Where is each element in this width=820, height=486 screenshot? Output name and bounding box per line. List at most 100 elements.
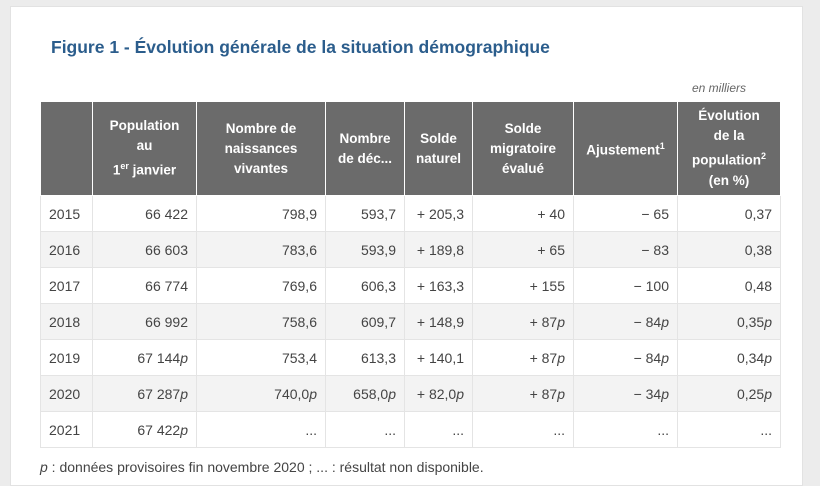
value-cell: + 205,3 xyxy=(404,195,473,232)
table-row: 2017 66 774 769,6 606,3 + 163,3 + 155 − 100 0,4… xyxy=(40,267,781,304)
header-text: naissances xyxy=(224,140,298,156)
cell-text: 67 422 xyxy=(137,421,181,438)
cell-text: + 155 xyxy=(529,277,565,294)
value-cell: 67 287p xyxy=(92,375,197,412)
value-cell: 66 422 xyxy=(92,195,197,232)
cell-text: 593,7 xyxy=(360,205,396,222)
value-cell: 593,9 xyxy=(325,231,405,268)
value-cell: + 163,3 xyxy=(404,267,473,304)
header-cell: Nombre de déc... xyxy=(325,101,405,196)
value-cell: 783,6 xyxy=(196,231,326,268)
cell-text: 67 144 xyxy=(137,349,181,366)
value-cell: 609,7 xyxy=(325,303,405,340)
value-cell: 593,7 xyxy=(325,195,405,232)
data-table: Population au 1er janvier Nombre de naissanc… xyxy=(40,101,781,448)
cell-text: 2017 xyxy=(49,277,81,294)
value-cell: + 87p xyxy=(472,375,574,412)
header-line: Solde xyxy=(477,119,569,139)
value-cell: + 82,0p xyxy=(404,375,473,412)
value-cell: + 140,1 xyxy=(404,339,473,376)
cell-text: 798,9 xyxy=(281,205,317,222)
header-sup: 1 xyxy=(659,141,665,152)
header-line: naissances xyxy=(201,139,321,159)
year-cell: 2020 xyxy=(40,375,93,412)
value-cell: + 65 xyxy=(472,231,574,268)
cell-text: + 148,9 xyxy=(416,313,464,330)
footnote: p : données provisoires fin novembre 202… xyxy=(40,459,484,475)
header-line: Solde xyxy=(409,129,468,149)
provisional-mark: p xyxy=(661,385,669,402)
cell-text: − 83 xyxy=(641,241,669,258)
header-text: janvier xyxy=(128,162,177,178)
value-cell: 0,48 xyxy=(677,267,781,304)
year-cell: 2019 xyxy=(40,339,93,376)
year-cell: 2015 xyxy=(40,195,93,232)
value-cell: 66 603 xyxy=(92,231,197,268)
header-text: de la xyxy=(713,128,745,144)
value-cell: − 84p xyxy=(573,303,678,340)
value-cell: 606,3 xyxy=(325,267,405,304)
cell-text: 2021 xyxy=(49,421,81,438)
cell-text: + 87 xyxy=(529,313,558,330)
value-cell: 0,38 xyxy=(677,231,781,268)
cell-text: − 84 xyxy=(633,349,662,366)
year-cell: 2017 xyxy=(40,267,93,304)
footnote-mark: p xyxy=(40,459,48,475)
provisional-mark: p xyxy=(557,313,565,330)
provisional-mark: p xyxy=(180,385,188,402)
value-cell: 798,9 xyxy=(196,195,326,232)
cell-text: 613,3 xyxy=(360,349,396,366)
header-line: évalué xyxy=(477,159,569,179)
header-text: Ajustement xyxy=(586,142,660,158)
cell-text: 66 774 xyxy=(145,277,188,294)
header-line: Nombre de xyxy=(201,119,321,139)
card: Figure 1 - Évolution générale de la situ… xyxy=(10,6,803,486)
cell-text: − 84 xyxy=(633,313,662,330)
cell-text: ... xyxy=(305,421,317,438)
header-text: Population xyxy=(109,118,180,134)
value-cell: 0,35p xyxy=(677,303,781,340)
cell-text: 0,48 xyxy=(744,277,772,294)
value-cell: 0,34p xyxy=(677,339,781,376)
cell-text: 67 287 xyxy=(137,385,181,402)
header-text: Nombre de xyxy=(225,120,297,136)
cell-text: + 87 xyxy=(529,349,558,366)
header-line: vivantes xyxy=(201,159,321,179)
value-cell: 0,37 xyxy=(677,195,781,232)
value-cell: 658,0p xyxy=(325,375,405,412)
value-cell: + 40 xyxy=(472,195,574,232)
figure-title: Figure 1 - Évolution générale de la situ… xyxy=(51,37,550,57)
header-row: Population au 1er janvier Nombre de naissanc… xyxy=(40,101,781,196)
header-line: de la xyxy=(682,126,776,146)
table-row: 2018 66 992 758,6 609,7 + 148,9 + 87p − 84p 0,3… xyxy=(40,303,781,340)
header-line: naturel xyxy=(409,149,468,169)
year-cell: 2018 xyxy=(40,303,93,340)
value-cell: 67 144p xyxy=(92,339,197,376)
cell-text: 2020 xyxy=(49,385,81,402)
cell-text: 740,0 xyxy=(274,385,310,402)
header-text: 1 xyxy=(112,162,121,178)
cell-text: + 189,8 xyxy=(416,241,464,258)
value-cell: 66 774 xyxy=(92,267,197,304)
header-text: évalué xyxy=(501,160,545,176)
cell-text: 783,6 xyxy=(281,241,317,258)
cell-text: 609,7 xyxy=(360,313,396,330)
provisional-mark: p xyxy=(661,349,669,366)
value-cell: + 155 xyxy=(472,267,574,304)
value-cell: 67 422p xyxy=(92,411,197,448)
header-line: (en %) xyxy=(682,171,776,191)
cell-text: − 100 xyxy=(633,277,669,294)
provisional-mark: p xyxy=(180,421,188,438)
value-cell: − 65 xyxy=(573,195,678,232)
cell-text: + 65 xyxy=(537,241,565,258)
year-cell: 2021 xyxy=(40,411,93,448)
table-row: 2020 67 287p 740,0p 658,0p + 82,0p + 87p − 34p… xyxy=(40,375,781,412)
header-text: Solde xyxy=(420,130,457,146)
cell-text: − 65 xyxy=(641,205,669,222)
cell-text: 2018 xyxy=(49,313,81,330)
table-body: 2015 66 422 798,9 593,7 + 205,3 + 40 − 65 0,37 2… xyxy=(40,195,781,448)
provisional-mark: p xyxy=(764,349,772,366)
header-line: Ajustement1 xyxy=(578,136,673,161)
value-cell: 740,0p xyxy=(196,375,326,412)
